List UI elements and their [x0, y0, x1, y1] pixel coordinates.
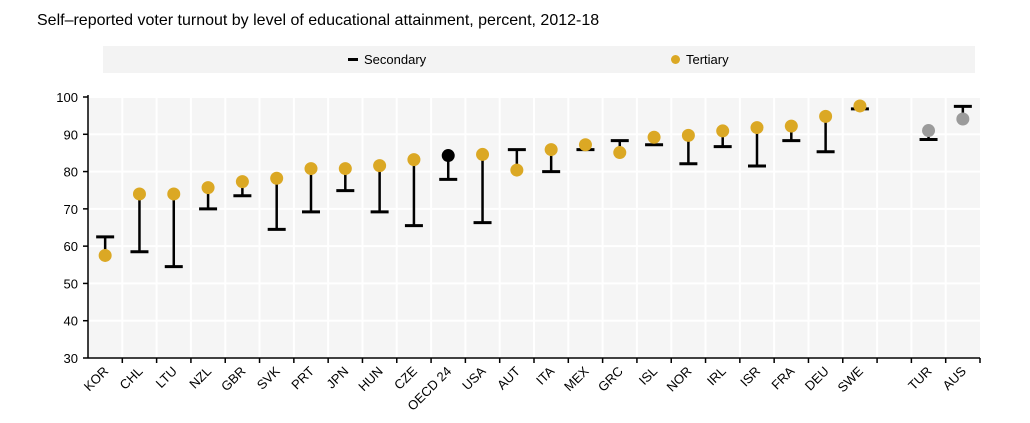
legend-item-secondary: Secondary: [348, 52, 426, 67]
x-tick-label: ISL: [636, 364, 660, 388]
x-tick-label: CZE: [391, 363, 420, 392]
x-tick-label: NZL: [186, 364, 214, 392]
y-tick-label: 30: [64, 351, 78, 366]
tertiary-marker: [235, 175, 249, 189]
tertiary-marker: [441, 149, 455, 163]
x-tick-label: SWE: [834, 363, 866, 395]
dash-marker-icon: [348, 58, 358, 61]
tertiary-marker: [407, 153, 421, 167]
tertiary-marker: [853, 99, 867, 113]
tertiary-marker: [647, 130, 661, 144]
tertiary-marker: [201, 181, 215, 195]
tertiary-marker: [922, 124, 936, 138]
tertiary-marker: [304, 162, 318, 176]
tertiary-marker: [956, 112, 970, 126]
x-tick-label: LTU: [153, 364, 180, 391]
tertiary-marker: [681, 128, 695, 142]
x-tick-label: AUS: [939, 363, 969, 393]
x-tick-label: AUT: [494, 363, 523, 392]
x-tick-label: HUN: [355, 364, 386, 395]
legend-label: Secondary: [364, 52, 427, 67]
legend-item-tertiary: Tertiary: [671, 52, 729, 67]
y-tick-label: 80: [64, 165, 78, 180]
x-tick-label: FRA: [768, 363, 797, 392]
y-tick-label: 50: [64, 276, 78, 291]
x-tick-label: KOR: [81, 364, 112, 395]
tertiary-marker: [167, 187, 181, 201]
x-tick-label: GBR: [218, 364, 249, 395]
x-tick-label: IRL: [704, 364, 729, 389]
legend-label: Tertiary: [686, 52, 729, 67]
tertiary-marker: [270, 171, 284, 185]
tertiary-marker: [373, 159, 387, 173]
x-tick-label: NOR: [663, 364, 694, 395]
x-tick-label: CHL: [117, 364, 146, 393]
tertiary-marker: [476, 147, 490, 161]
y-tick-label: 100: [56, 90, 78, 105]
tertiary-marker: [98, 248, 112, 262]
tertiary-marker: [510, 163, 524, 177]
x-tick-label: JPN: [323, 364, 351, 392]
chart-title: Self–reported voter turnout by level of …: [37, 12, 600, 29]
x-tick-label: MEX: [561, 363, 592, 394]
x-tick-label: PRT: [288, 363, 317, 392]
y-tick-label: 70: [64, 202, 78, 217]
x-tick-label: USA: [459, 363, 489, 393]
tertiary-marker: [750, 121, 764, 135]
tertiary-marker: [716, 124, 730, 138]
x-tick-label: DEU: [802, 364, 832, 394]
tertiary-marker: [613, 146, 627, 160]
x-tick-label: SVK: [254, 363, 283, 392]
tertiary-marker: [784, 119, 798, 133]
x-tick-label: ISR: [737, 364, 763, 390]
y-tick-label: 40: [64, 314, 78, 329]
x-tick-label: ITA: [533, 363, 557, 387]
tertiary-marker: [578, 138, 592, 152]
legend: Secondary Tertiary: [103, 46, 975, 73]
dot-marker-icon: [671, 55, 680, 64]
y-tick-label: 90: [64, 127, 78, 142]
tertiary-marker: [819, 109, 833, 123]
x-tick-label: GRC: [595, 364, 626, 395]
x-tick-label: TUR: [905, 364, 934, 393]
tertiary-marker: [338, 162, 352, 176]
y-tick-label: 60: [64, 239, 78, 254]
tertiary-marker: [544, 143, 558, 157]
tertiary-marker: [132, 187, 146, 201]
